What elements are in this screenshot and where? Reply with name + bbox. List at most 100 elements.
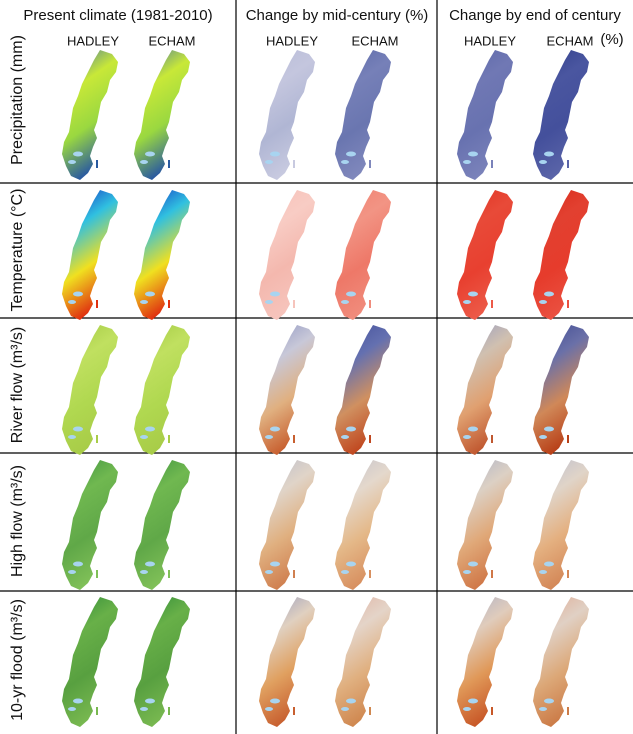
island xyxy=(491,160,493,168)
map xyxy=(62,190,118,320)
column-title: Change by mid-century (%) xyxy=(246,7,429,24)
lake xyxy=(68,707,76,711)
map xyxy=(62,325,118,455)
lake xyxy=(463,570,471,574)
map xyxy=(457,460,513,590)
map xyxy=(533,460,589,590)
lake xyxy=(544,292,554,297)
lake xyxy=(539,570,547,574)
lake xyxy=(346,292,356,297)
island xyxy=(567,160,569,168)
lake xyxy=(544,427,554,432)
row-label: High flow (m³/s) xyxy=(9,465,26,577)
island xyxy=(369,570,371,578)
map xyxy=(259,597,315,727)
island xyxy=(567,435,569,443)
model-label: HADLEY xyxy=(67,33,119,48)
lake xyxy=(145,699,155,704)
lake xyxy=(270,292,280,297)
island xyxy=(168,570,170,578)
island xyxy=(491,435,493,443)
lake xyxy=(265,300,273,304)
island xyxy=(491,707,493,715)
map xyxy=(335,460,391,590)
island xyxy=(567,570,569,578)
lake xyxy=(140,707,148,711)
lake xyxy=(145,562,155,567)
row-label: Temperature (°C) xyxy=(9,189,26,312)
map xyxy=(457,50,513,180)
lake xyxy=(73,699,83,704)
island xyxy=(168,435,170,443)
island xyxy=(96,707,98,715)
island xyxy=(293,570,295,578)
lake xyxy=(140,570,148,574)
map xyxy=(134,325,190,455)
lake xyxy=(539,707,547,711)
lake xyxy=(265,160,273,164)
island xyxy=(96,300,98,308)
lake xyxy=(68,570,76,574)
lake xyxy=(265,435,273,439)
lake xyxy=(145,292,155,297)
lake xyxy=(341,160,349,164)
lake xyxy=(265,570,273,574)
lake xyxy=(544,562,554,567)
lake xyxy=(341,707,349,711)
lake xyxy=(341,435,349,439)
lake xyxy=(539,300,547,304)
lake xyxy=(463,160,471,164)
lake xyxy=(463,300,471,304)
lake xyxy=(468,427,478,432)
lake xyxy=(140,435,148,439)
lake xyxy=(539,435,547,439)
model-label: ECHAM xyxy=(352,33,399,48)
map xyxy=(259,190,315,320)
island xyxy=(96,570,98,578)
row-label: Precipitation (mm) xyxy=(9,35,26,165)
island xyxy=(293,160,295,168)
lake xyxy=(341,570,349,574)
model-label: HADLEY xyxy=(464,33,516,48)
island xyxy=(293,435,295,443)
lake xyxy=(265,707,273,711)
island xyxy=(168,707,170,715)
map xyxy=(134,50,190,180)
lake xyxy=(68,435,76,439)
map xyxy=(134,190,190,320)
map xyxy=(259,50,315,180)
island xyxy=(293,707,295,715)
map xyxy=(134,460,190,590)
map xyxy=(533,190,589,320)
map xyxy=(134,597,190,727)
island xyxy=(491,570,493,578)
map xyxy=(533,325,589,455)
column-title: Present climate (1981-2010) xyxy=(23,7,212,24)
map xyxy=(457,190,513,320)
lake xyxy=(270,699,280,704)
island xyxy=(293,300,295,308)
island xyxy=(369,160,371,168)
lake xyxy=(68,160,76,164)
island xyxy=(369,300,371,308)
map xyxy=(335,190,391,320)
lake xyxy=(468,292,478,297)
lake xyxy=(341,300,349,304)
map xyxy=(62,50,118,180)
lake xyxy=(140,300,148,304)
island xyxy=(369,707,371,715)
model-label: ECHAM xyxy=(149,33,196,48)
map xyxy=(457,597,513,727)
lake xyxy=(68,300,76,304)
lake xyxy=(463,707,471,711)
island xyxy=(567,300,569,308)
island xyxy=(369,435,371,443)
lake xyxy=(346,427,356,432)
island xyxy=(96,160,98,168)
island xyxy=(567,707,569,715)
lake xyxy=(73,292,83,297)
lake xyxy=(140,160,148,164)
map xyxy=(335,325,391,455)
map xyxy=(335,50,391,180)
island xyxy=(96,435,98,443)
